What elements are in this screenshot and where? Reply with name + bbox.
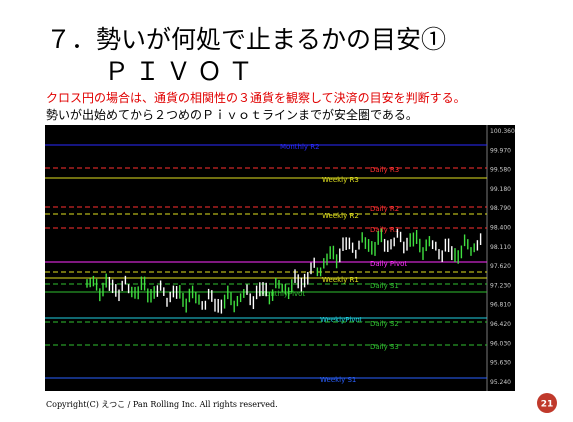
level-label: Monthly R2	[280, 143, 320, 151]
title: ７．勢いが何処で止まるかの目安①	[46, 25, 447, 54]
level-label: Daily R2	[370, 205, 399, 213]
page-number: 21	[541, 400, 554, 410]
level-label: Daily S3	[370, 343, 399, 351]
level-label: Weekly R1	[322, 276, 359, 284]
axis-label: 97.230	[490, 282, 511, 289]
axis-label: 100.360	[490, 128, 515, 135]
axis-label: 98.790	[490, 205, 511, 212]
axis-label: 96.420	[490, 321, 511, 328]
page-badge: 21	[537, 393, 557, 413]
level-label: Weekly R3	[322, 176, 359, 184]
axis-label: 99.580	[490, 167, 511, 174]
axis-label: 97.620	[490, 263, 511, 270]
level-label: Weekly R2	[322, 212, 359, 220]
axis-label: 96.030	[490, 340, 511, 347]
level-label: Daily Pivot	[370, 260, 407, 268]
axis-label: 99.180	[490, 186, 511, 193]
level-label: MonthlyPivot	[260, 290, 305, 298]
axis-label: 96.810	[490, 302, 511, 309]
title: ＰＩＶＯＴ	[104, 57, 260, 86]
axis-label: 98.400	[490, 225, 511, 232]
axis-label: 99.970	[490, 147, 511, 154]
body-text: クロス円の場合は、通貨の相関性の３通貨を観察して決済の目安を判断する。	[46, 91, 466, 105]
axis-label: 95.240	[490, 379, 511, 386]
level-label: Weekly S1	[320, 376, 356, 384]
level-label: Daily S2	[370, 320, 399, 328]
copyright: Copyright(C) えつこ / Pan Rolling Inc. All …	[46, 400, 278, 409]
level-label: Daily R1	[370, 226, 399, 234]
level-label: Daily S1	[370, 282, 399, 290]
level-label: WeeklyPivot	[320, 316, 363, 324]
body-text: 勢いが出始めてから２つめのＰｉｖｏｔラインまでが安全圏である。	[46, 108, 418, 122]
price-chart: Monthly R2 Daily R3 Weekly R3 Daily R2 Weekl…	[45, 125, 515, 391]
level-label: Daily R3	[370, 166, 399, 174]
axis-label: 98.110	[490, 244, 511, 251]
axis-label: 95.630	[490, 360, 511, 367]
